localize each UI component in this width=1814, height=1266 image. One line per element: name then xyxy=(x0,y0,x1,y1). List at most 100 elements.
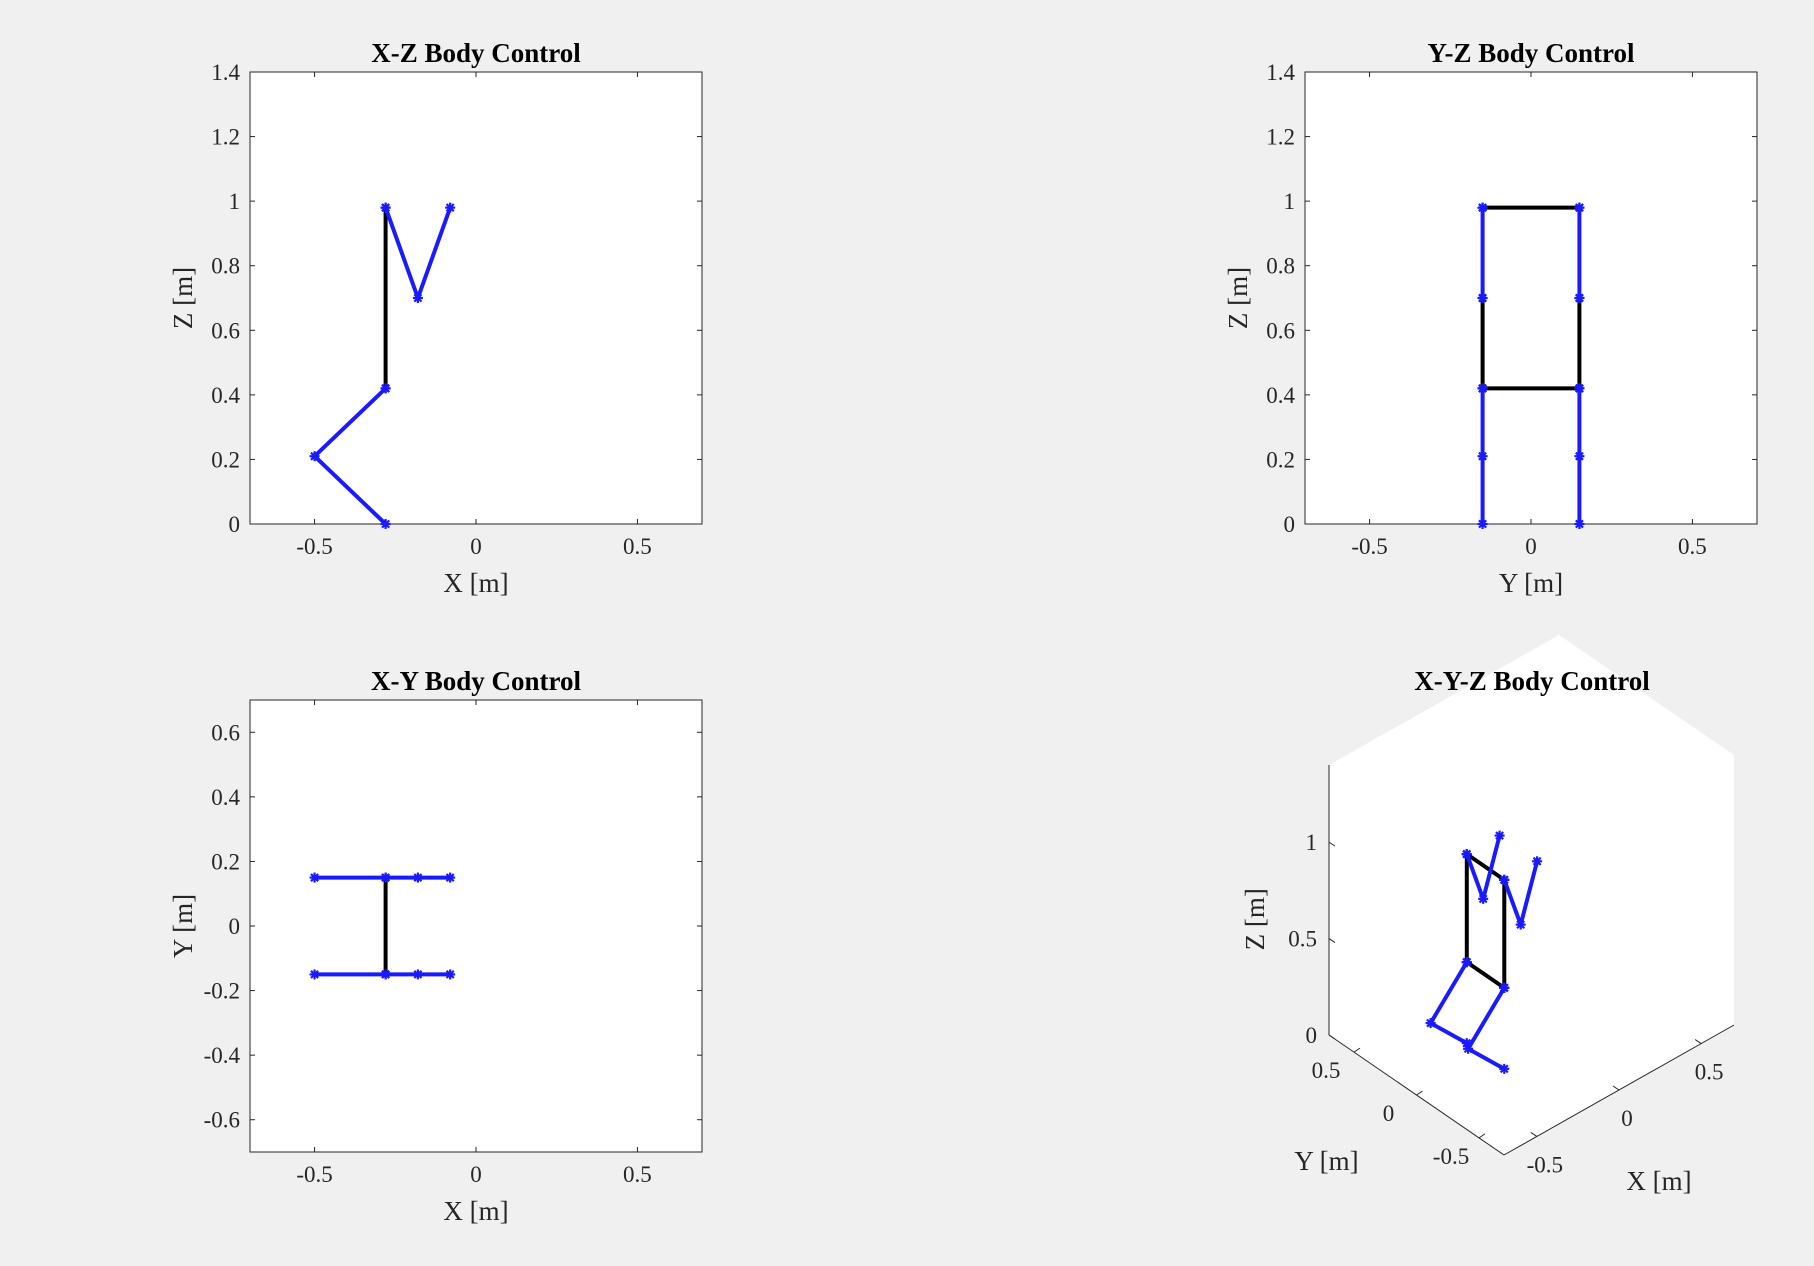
xyz-point xyxy=(1461,957,1472,968)
xz-point xyxy=(380,383,391,394)
yz-ytick-label: 1.2 xyxy=(1266,125,1295,150)
xz-ytick-label: 0.6 xyxy=(211,318,240,343)
yz-ytick-label: 0 xyxy=(1284,512,1296,537)
xyz-xtick-label: -0.5 xyxy=(1527,1152,1563,1177)
xz-xlabel: X [m] xyxy=(443,568,508,598)
yz-point xyxy=(1477,383,1488,394)
xy-ytick-label: 0 xyxy=(229,914,241,939)
xy-axes-box xyxy=(249,699,703,1153)
xz-ytick-label: 1.2 xyxy=(211,125,240,150)
yz-point xyxy=(1574,451,1585,462)
yz-ytick-label: 1 xyxy=(1284,189,1296,214)
xyz-ylabel: Y [m] xyxy=(1294,1146,1358,1176)
xyz-ytick-mark xyxy=(1478,1133,1486,1139)
xyz-xtick-mark xyxy=(1694,1039,1702,1044)
xy-point xyxy=(445,969,456,980)
xy-point xyxy=(380,872,391,883)
xz-ytick-label: 0 xyxy=(229,512,241,537)
xyz-point xyxy=(1499,1063,1510,1074)
xz-ytick-label: 0.4 xyxy=(211,383,240,408)
xy-ytick-label: -0.2 xyxy=(204,979,240,1004)
yz-xtick-label: 0.5 xyxy=(1678,534,1707,559)
xyz-xtick-label: 0.5 xyxy=(1695,1060,1724,1085)
yz-ytick-label: 0.8 xyxy=(1266,254,1295,279)
xy-xtick-label: 0.5 xyxy=(623,1162,652,1187)
yz-point xyxy=(1574,202,1585,213)
xyz-ztick-mark xyxy=(1328,841,1336,847)
xy-ytick-label: 0.4 xyxy=(211,785,240,810)
xy-ylabel: Y [m] xyxy=(168,894,198,958)
yz-ylabel: Z [m] xyxy=(1223,267,1253,329)
xyz-point xyxy=(1532,856,1543,867)
yz-point xyxy=(1477,202,1488,213)
xz-point xyxy=(380,519,391,529)
yz-point xyxy=(1574,293,1585,303)
yz-xtick-label: 0 xyxy=(1525,534,1537,559)
yz-xtick-label: -0.5 xyxy=(1351,534,1387,559)
xz-point xyxy=(380,202,391,213)
xyz-ytick-label: 0.5 xyxy=(1312,1058,1341,1083)
xy-point xyxy=(445,872,456,883)
yz-axes-box xyxy=(1304,71,1758,525)
xy-xtick-label: 0 xyxy=(470,1162,482,1187)
xy-ytick-label: 0.2 xyxy=(211,849,240,874)
xyz-xlabel: X [m] xyxy=(1626,1166,1691,1196)
xy-point xyxy=(380,969,391,980)
xz-point xyxy=(412,293,423,303)
xyz-subplot: -0.5 0 0.5 -0.5 0 0.5 0 0.5 1 X-Y-Z Body Control X… xyxy=(1240,635,1735,1196)
xyz-ztick-mark xyxy=(1328,938,1336,943)
xyz-point xyxy=(1499,874,1510,885)
xyz-point xyxy=(1494,830,1505,841)
xz-point xyxy=(309,451,320,462)
xy-point xyxy=(309,969,320,980)
xyz-ztick-mark xyxy=(1328,1034,1336,1040)
xy-ytick-label: 0.6 xyxy=(211,720,240,745)
yz-ytick-label: 0.4 xyxy=(1266,383,1295,408)
xy-xtick-label: -0.5 xyxy=(296,1162,332,1187)
xyz-ytick-mark xyxy=(1416,1090,1423,1096)
xyz-ztick-label: 0.5 xyxy=(1288,927,1317,952)
yz-point xyxy=(1477,293,1488,303)
xyz-ytick-label: -0.5 xyxy=(1433,1144,1469,1169)
yz-ytick-label: 0.6 xyxy=(1266,318,1295,343)
xz-xtick-label: 0 xyxy=(470,534,482,559)
yz-point xyxy=(1574,383,1585,394)
xyz-xtick-mark xyxy=(1612,1085,1620,1091)
xyz-series-line xyxy=(1464,960,1507,990)
xyz-series-line xyxy=(1464,852,1507,882)
xy-point xyxy=(309,872,320,883)
xy-subplot: -0.5 0 0.5 -0.6 -0.4 -0.2 0 0.2 0.4 0.6 X-Y Body C… xyxy=(168,666,703,1226)
xy-xlabel: X [m] xyxy=(443,1196,508,1226)
xz-ytick-label: 1.4 xyxy=(211,60,240,85)
xz-xtick-label: 0.5 xyxy=(623,534,652,559)
xz-point xyxy=(445,202,456,213)
xyz-point xyxy=(1478,893,1489,904)
xyz-point xyxy=(1463,1043,1474,1054)
xyz-ztick-label: 0 xyxy=(1306,1023,1318,1048)
xy-point xyxy=(412,969,423,980)
xz-ylabel: Z [m] xyxy=(168,267,198,329)
xy-point xyxy=(412,872,423,883)
yz-point xyxy=(1477,451,1488,462)
xy-ytick-label: -0.6 xyxy=(204,1108,240,1133)
yz-title: Y-Z Body Control xyxy=(1427,38,1635,68)
xyz-point xyxy=(1425,1018,1436,1029)
xz-subplot: -0.5 0 0.5 0 0.2 0.4 0.6 0.8 1 1.2 1.4 X-Z Body Con… xyxy=(168,38,703,598)
xy-title: X-Y Body Control xyxy=(371,666,582,696)
xyz-ztick-label: 1 xyxy=(1306,830,1318,855)
xyz-xtick-label: 0 xyxy=(1621,1106,1633,1131)
xz-title: X-Z Body Control xyxy=(371,38,581,68)
yz-xlabel: Y [m] xyxy=(1499,568,1563,598)
xyz-point xyxy=(1515,919,1526,930)
yz-subplot: -0.5 0 0.5 0 0.2 0.4 0.6 0.8 1 1.2 1.4 Y-Z Body Con… xyxy=(1223,38,1758,598)
yz-ytick-label: 0.2 xyxy=(1266,447,1295,472)
xz-ytick-label: 1 xyxy=(229,189,241,214)
xyz-ytick-label: 0 xyxy=(1383,1101,1395,1126)
yz-point xyxy=(1574,519,1585,529)
xyz-title: X-Y-Z Body Control xyxy=(1414,666,1650,696)
xyz-xtick-mark xyxy=(1530,1132,1538,1137)
xz-ytick-label: 0.8 xyxy=(211,254,240,279)
xz-xtick-label: -0.5 xyxy=(296,534,332,559)
yz-ytick-label: 1.4 xyxy=(1266,60,1295,85)
